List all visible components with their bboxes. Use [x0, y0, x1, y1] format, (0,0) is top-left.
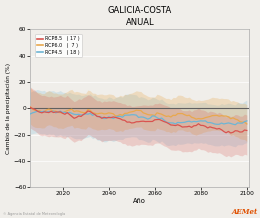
Legend: RCP8.5   ( 17 ), RCP6.0   (  7 ), RCP4.5   ( 18 ): RCP8.5 ( 17 ), RCP6.0 ( 7 ), RCP4.5 ( 18… [35, 34, 82, 57]
Text: © Agencia Estatal de Meteorología: © Agencia Estatal de Meteorología [3, 212, 65, 216]
Y-axis label: Cambio de la precipitación (%): Cambio de la precipitación (%) [5, 63, 11, 154]
Text: AEMet: AEMet [231, 208, 257, 216]
Title: GALICIA-COSTA
ANUAL: GALICIA-COSTA ANUAL [108, 5, 172, 27]
X-axis label: Año: Año [133, 198, 146, 204]
